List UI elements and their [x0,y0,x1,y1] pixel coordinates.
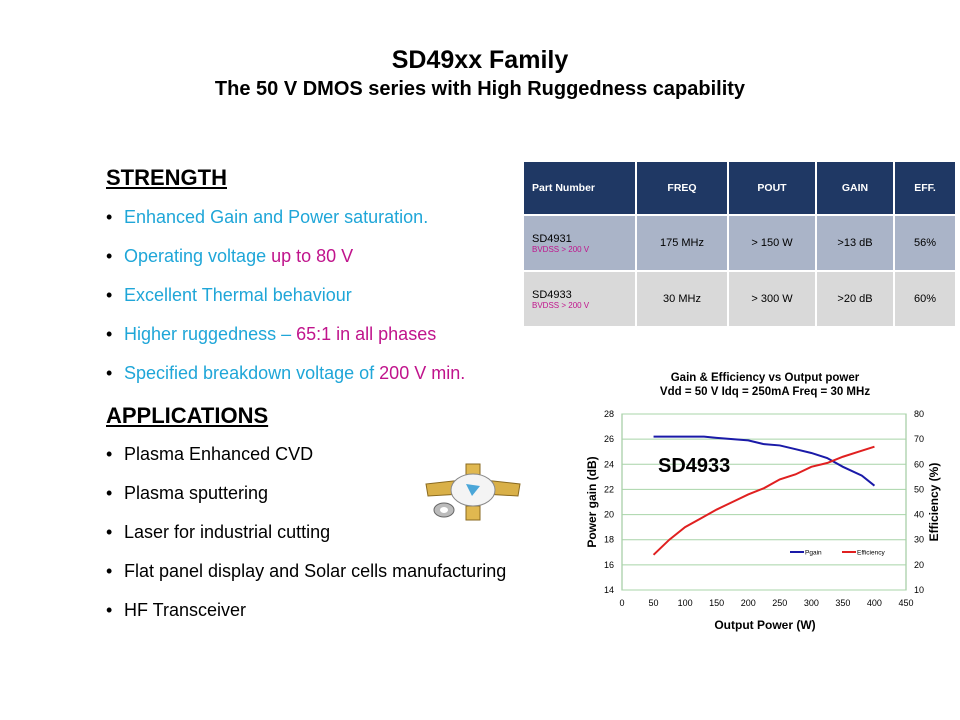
x-tick-label: 150 [709,598,724,608]
strength-text: Enhanced Gain and Power saturation. [124,207,429,227]
chart-subtitle: Vdd = 50 V Idq = 250mA Freq = 30 MHz [660,386,870,398]
x-tick-label: 450 [898,598,913,608]
strength-highlight: 200 V min. [379,363,466,383]
y-tick-label: 20 [604,510,614,520]
strength-item: • Enhanced Gain and Power saturation. [106,207,429,227]
application-text: Plasma Enhanced CVD [124,444,314,464]
y2-tick-label: 80 [914,409,924,419]
x-tick-label: 200 [741,598,756,608]
table-header-row: Part Number FREQ POUT GAIN EFF. [522,160,957,216]
slide-subtitle: The 50 V DMOS series with High Ruggednes… [214,78,746,100]
y2-tick-label: 40 [914,510,924,520]
y-axis-label: Power gain (dB) [585,456,599,547]
x-tick-label: 400 [867,598,882,608]
header-eff: EFF. [893,160,957,216]
eff-cell: 56% [893,214,957,272]
application-item: • Plasma Enhanced CVD [106,444,314,464]
freq-cell: 30 MHz [635,270,729,328]
freq-cell: 175 MHz [635,214,729,272]
part-cell: SD4933 BVDSS > 200 V [522,270,637,328]
header-part-number: Part Number [522,160,637,216]
y-tick-label: 16 [604,560,614,570]
application-text: Laser for industrial cutting [124,522,331,542]
eff-cell: 60% [893,270,957,328]
strength-highlight: up to 80 V [271,246,354,266]
x-tick-label: 0 [619,598,624,608]
gain-cell: >13 dB [815,214,895,272]
strength-item: • Excellent Thermal behaviour [106,285,352,305]
plot-border [621,413,907,591]
y2-tick-label: 10 [914,585,924,595]
strength-text: Excellent Thermal behaviour [124,285,352,305]
part-cell: SD4931 BVDSS > 200 V [522,214,637,272]
strength-item: • Specified breakdown voltage of 200 V mi… [106,363,466,383]
y-tick-label: 24 [604,459,614,469]
y2-axis-label: Efficiency (%) [927,463,941,542]
part-note: BVDSS > 200 V [532,300,590,310]
pout-cell: > 300 W [727,270,817,328]
header-freq: FREQ [635,160,729,216]
strength-text: Specified breakdown voltage of [124,363,380,383]
y-tick-label: 18 [604,535,614,545]
header-pout: POUT [727,160,817,216]
application-item: • Laser for industrial cutting [106,522,331,542]
strength-item: • Operating voltage up to 80 V [106,246,354,266]
table-row: SD4933 BVDSS > 200 V 30 MHz > 300 W >20 d… [522,270,957,328]
strength-highlight: 65:1 in all phases [296,324,437,344]
x-tick-label: 250 [772,598,787,608]
application-item: • Flat panel display and Solar cells manu… [106,561,507,581]
slide-title: SD49xx Family [391,46,569,74]
chart-title: Gain & Efficiency vs Output power [671,372,860,384]
series-line-pgain [653,435,876,487]
x-axis-label: Output Power (W) [714,618,815,632]
part-note: BVDSS > 200 V [532,244,590,254]
plot-area: 14 16 18 20 22 24 26 28 10 20 30 40 50 60 70 80 0 50 100 15… [604,409,924,608]
applications-heading: APPLICATIONS [106,403,269,428]
legend-label: Efficiency [857,550,885,557]
y2-tick-label: 20 [914,560,924,570]
strength-heading: STRENGTH [106,165,227,190]
x-tick-label: 100 [678,598,693,608]
application-text: HF Transceiver [124,600,247,620]
strength-text: Operating voltage [124,246,272,266]
x-tick-label: 300 [804,598,819,608]
y-tick-label: 26 [604,434,614,444]
y2-tick-label: 50 [914,484,924,494]
part-number: SD4933 [532,288,572,301]
table-row: SD4931 BVDSS > 200 V 175 MHz > 150 W >13 … [522,214,957,272]
header-gain: GAIN [815,160,895,216]
y2-tick-label: 30 [914,535,924,545]
y-tick-label: 14 [604,585,614,595]
gain-efficiency-chart: Gain & Efficiency vs Output power Vdd = … [585,372,941,632]
strength-item: • Higher ruggedness – 65:1 in all phases [106,324,437,344]
application-text: Plasma sputtering [124,483,269,503]
application-text: Flat panel display and Solar cells manuf… [124,561,507,581]
application-item: • HF Transceiver [106,600,247,620]
transistor-package-image [425,463,521,521]
application-item: • Plasma sputtering [106,483,269,503]
y2-tick-label: 70 [914,434,924,444]
chart-annotation: SD4933 [658,455,730,477]
y-tick-label: 28 [604,409,614,419]
y-tick-label: 22 [604,484,614,494]
strength-text: Higher ruggedness – [124,324,297,344]
part-number: SD4931 [532,232,572,245]
series-line-efficiency [652,445,875,556]
pout-cell: > 150 W [727,214,817,272]
legend-label: Pgain [805,550,822,557]
x-tick-label: 350 [835,598,850,608]
part-table: Part Number FREQ POUT GAIN EFF. SD4931 BV… [522,160,957,328]
gain-cell: >20 dB [815,270,895,328]
x-tick-label: 50 [649,598,659,608]
y2-tick-label: 60 [914,459,924,469]
